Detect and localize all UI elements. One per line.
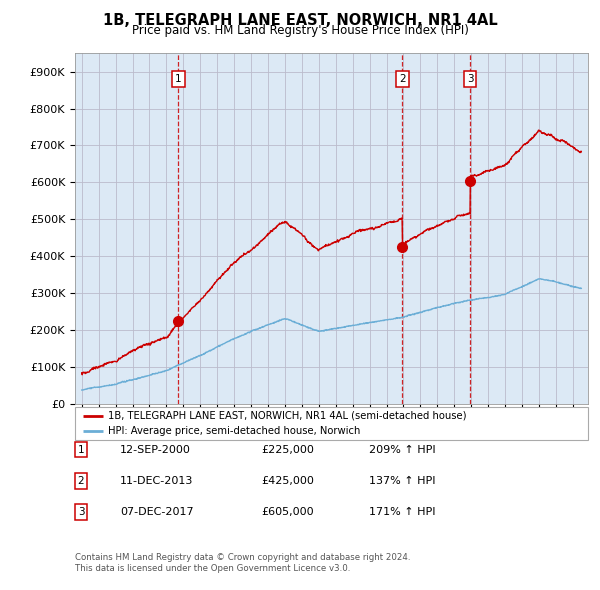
- Text: Price paid vs. HM Land Registry's House Price Index (HPI): Price paid vs. HM Land Registry's House …: [131, 24, 469, 37]
- Text: £605,000: £605,000: [261, 507, 314, 517]
- Text: 12-SEP-2000: 12-SEP-2000: [120, 445, 191, 454]
- Text: 3: 3: [467, 74, 473, 84]
- Text: 171% ↑ HPI: 171% ↑ HPI: [369, 507, 436, 517]
- Text: £225,000: £225,000: [261, 445, 314, 454]
- Text: 1B, TELEGRAPH LANE EAST, NORWICH, NR1 4AL: 1B, TELEGRAPH LANE EAST, NORWICH, NR1 4A…: [103, 13, 497, 28]
- Text: 3: 3: [77, 507, 85, 517]
- Text: 1: 1: [77, 445, 85, 454]
- Text: 209% ↑ HPI: 209% ↑ HPI: [369, 445, 436, 454]
- Text: 2: 2: [77, 476, 85, 486]
- Text: 1B, TELEGRAPH LANE EAST, NORWICH, NR1 4AL (semi-detached house): 1B, TELEGRAPH LANE EAST, NORWICH, NR1 4A…: [109, 411, 467, 421]
- Text: This data is licensed under the Open Government Licence v3.0.: This data is licensed under the Open Gov…: [75, 565, 350, 573]
- Text: Contains HM Land Registry data © Crown copyright and database right 2024.: Contains HM Land Registry data © Crown c…: [75, 553, 410, 562]
- Text: 1: 1: [175, 74, 182, 84]
- Text: HPI: Average price, semi-detached house, Norwich: HPI: Average price, semi-detached house,…: [109, 427, 361, 437]
- Text: 137% ↑ HPI: 137% ↑ HPI: [369, 476, 436, 486]
- Text: £425,000: £425,000: [261, 476, 314, 486]
- Text: 07-DEC-2017: 07-DEC-2017: [120, 507, 194, 517]
- Text: 11-DEC-2013: 11-DEC-2013: [120, 476, 193, 486]
- Text: 2: 2: [399, 74, 406, 84]
